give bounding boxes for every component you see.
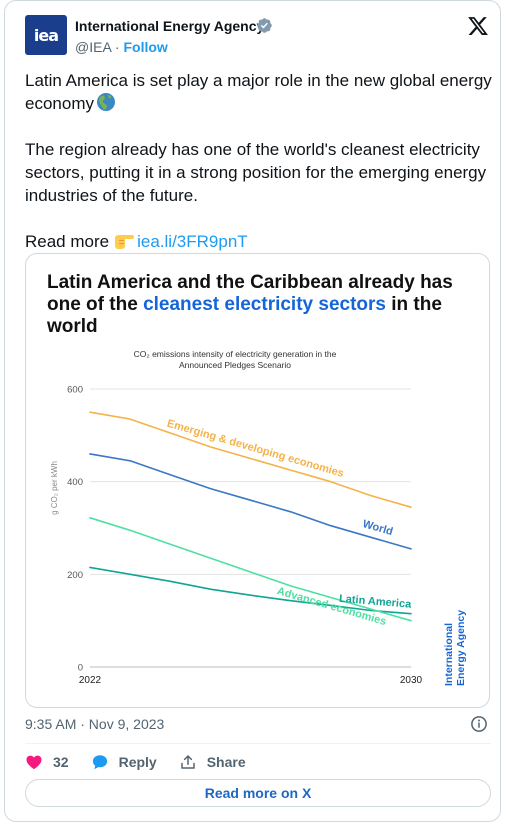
line-chart: CO₂ emissions intensity of electricity g…	[50, 349, 467, 686]
reply-bubble-icon	[92, 755, 107, 770]
tweet-card: iea International Energy Agency @IEA · F…	[4, 0, 501, 822]
series-line	[89, 453, 412, 550]
y-tick-label: 400	[67, 477, 83, 488]
share-label: Share	[206, 754, 246, 770]
info-icon[interactable]	[470, 715, 488, 733]
y-tick-label: 600	[67, 385, 83, 396]
tweet-text: Latin America is set play a major role i…	[25, 69, 495, 253]
share-upload-icon	[180, 755, 195, 769]
chart-image[interactable]: Latin America and the Caribbean already …	[25, 253, 490, 708]
tweet-paragraph-2: The region already has one of the world'…	[25, 140, 487, 205]
like-button[interactable]: 32	[25, 753, 69, 771]
share-button[interactable]: Share	[179, 753, 246, 771]
follow-button[interactable]: Follow	[123, 39, 168, 55]
action-bar: 32 Reply Share	[25, 752, 246, 772]
separator-dot: ·	[114, 39, 120, 55]
timestamp[interactable]: 9:35 AM · Nov 9, 2023	[25, 716, 165, 732]
tweet-paragraph-1: Latin America is set play a major role i…	[25, 69, 495, 115]
tweet-paragraph-3: Read more iea.li/3FR9pnT	[25, 230, 495, 253]
x-logo-icon[interactable]	[467, 15, 489, 37]
x-tick-label: 2022	[79, 675, 102, 686]
y-axis-label: g CO₂ per kWh	[50, 461, 59, 515]
avatar-logo-text: iea	[33, 25, 59, 45]
series-label: Latin America	[339, 593, 413, 611]
avatar[interactable]: iea	[25, 15, 67, 55]
series-line	[89, 566, 412, 615]
chart-title-part1: Latin America and the Caribbean already …	[47, 272, 453, 315]
iea-brand-mark: International	[443, 623, 455, 686]
chart-title-highlight: cleanest electricity sectors	[143, 294, 386, 315]
like-count: 32	[53, 754, 69, 770]
y-tick-label: 0	[78, 663, 83, 674]
chart-image-title: Latin America and the Caribbean already …	[47, 272, 467, 338]
tweet-link[interactable]: iea.li/3FR9pnT	[137, 232, 248, 251]
read-more-on-x-label: Read more on X	[204, 785, 312, 801]
heart-icon	[26, 755, 42, 770]
y-tick-label: 200	[67, 570, 83, 581]
read-more-on-x-button[interactable]: Read more on X	[25, 779, 491, 807]
handle-row: @IEA · Follow	[75, 39, 168, 55]
reply-button[interactable]: Reply	[91, 753, 157, 771]
verified-badge-icon	[257, 18, 272, 33]
chart-subtitle-line: CO₂ emissions intensity of electricity g…	[134, 349, 337, 359]
chart-title-part2: in the world	[47, 294, 442, 337]
series-label: Emerging & developing economies	[166, 418, 346, 480]
series-line	[89, 411, 412, 508]
x-tick-label: 2030	[400, 675, 423, 686]
globe-americas-icon	[96, 93, 115, 111]
divider	[25, 743, 491, 744]
pointing-hand-icon	[115, 235, 135, 249]
chart-subtitle-line: Announced Pledges Scenario	[179, 360, 291, 370]
iea-brand-mark: Energy Agency	[455, 610, 467, 686]
reply-label: Reply	[118, 754, 157, 770]
author-handle[interactable]: @IEA	[75, 39, 112, 55]
author-name[interactable]: International Energy Agency	[75, 18, 265, 34]
tweet-line-1: Latin America is set play a major role i…	[25, 71, 492, 113]
read-more-text: Read more	[25, 232, 110, 251]
series-line	[89, 516, 412, 622]
